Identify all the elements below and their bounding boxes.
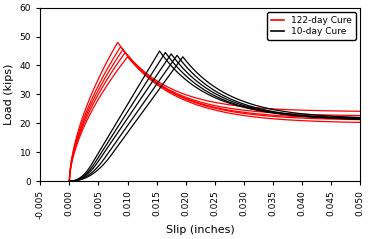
Legend: 122-day Cure, 10-day Cure: 122-day Cure, 10-day Cure bbox=[267, 12, 356, 40]
Y-axis label: Load (kips): Load (kips) bbox=[4, 64, 14, 125]
X-axis label: Slip (inches): Slip (inches) bbox=[166, 225, 235, 235]
